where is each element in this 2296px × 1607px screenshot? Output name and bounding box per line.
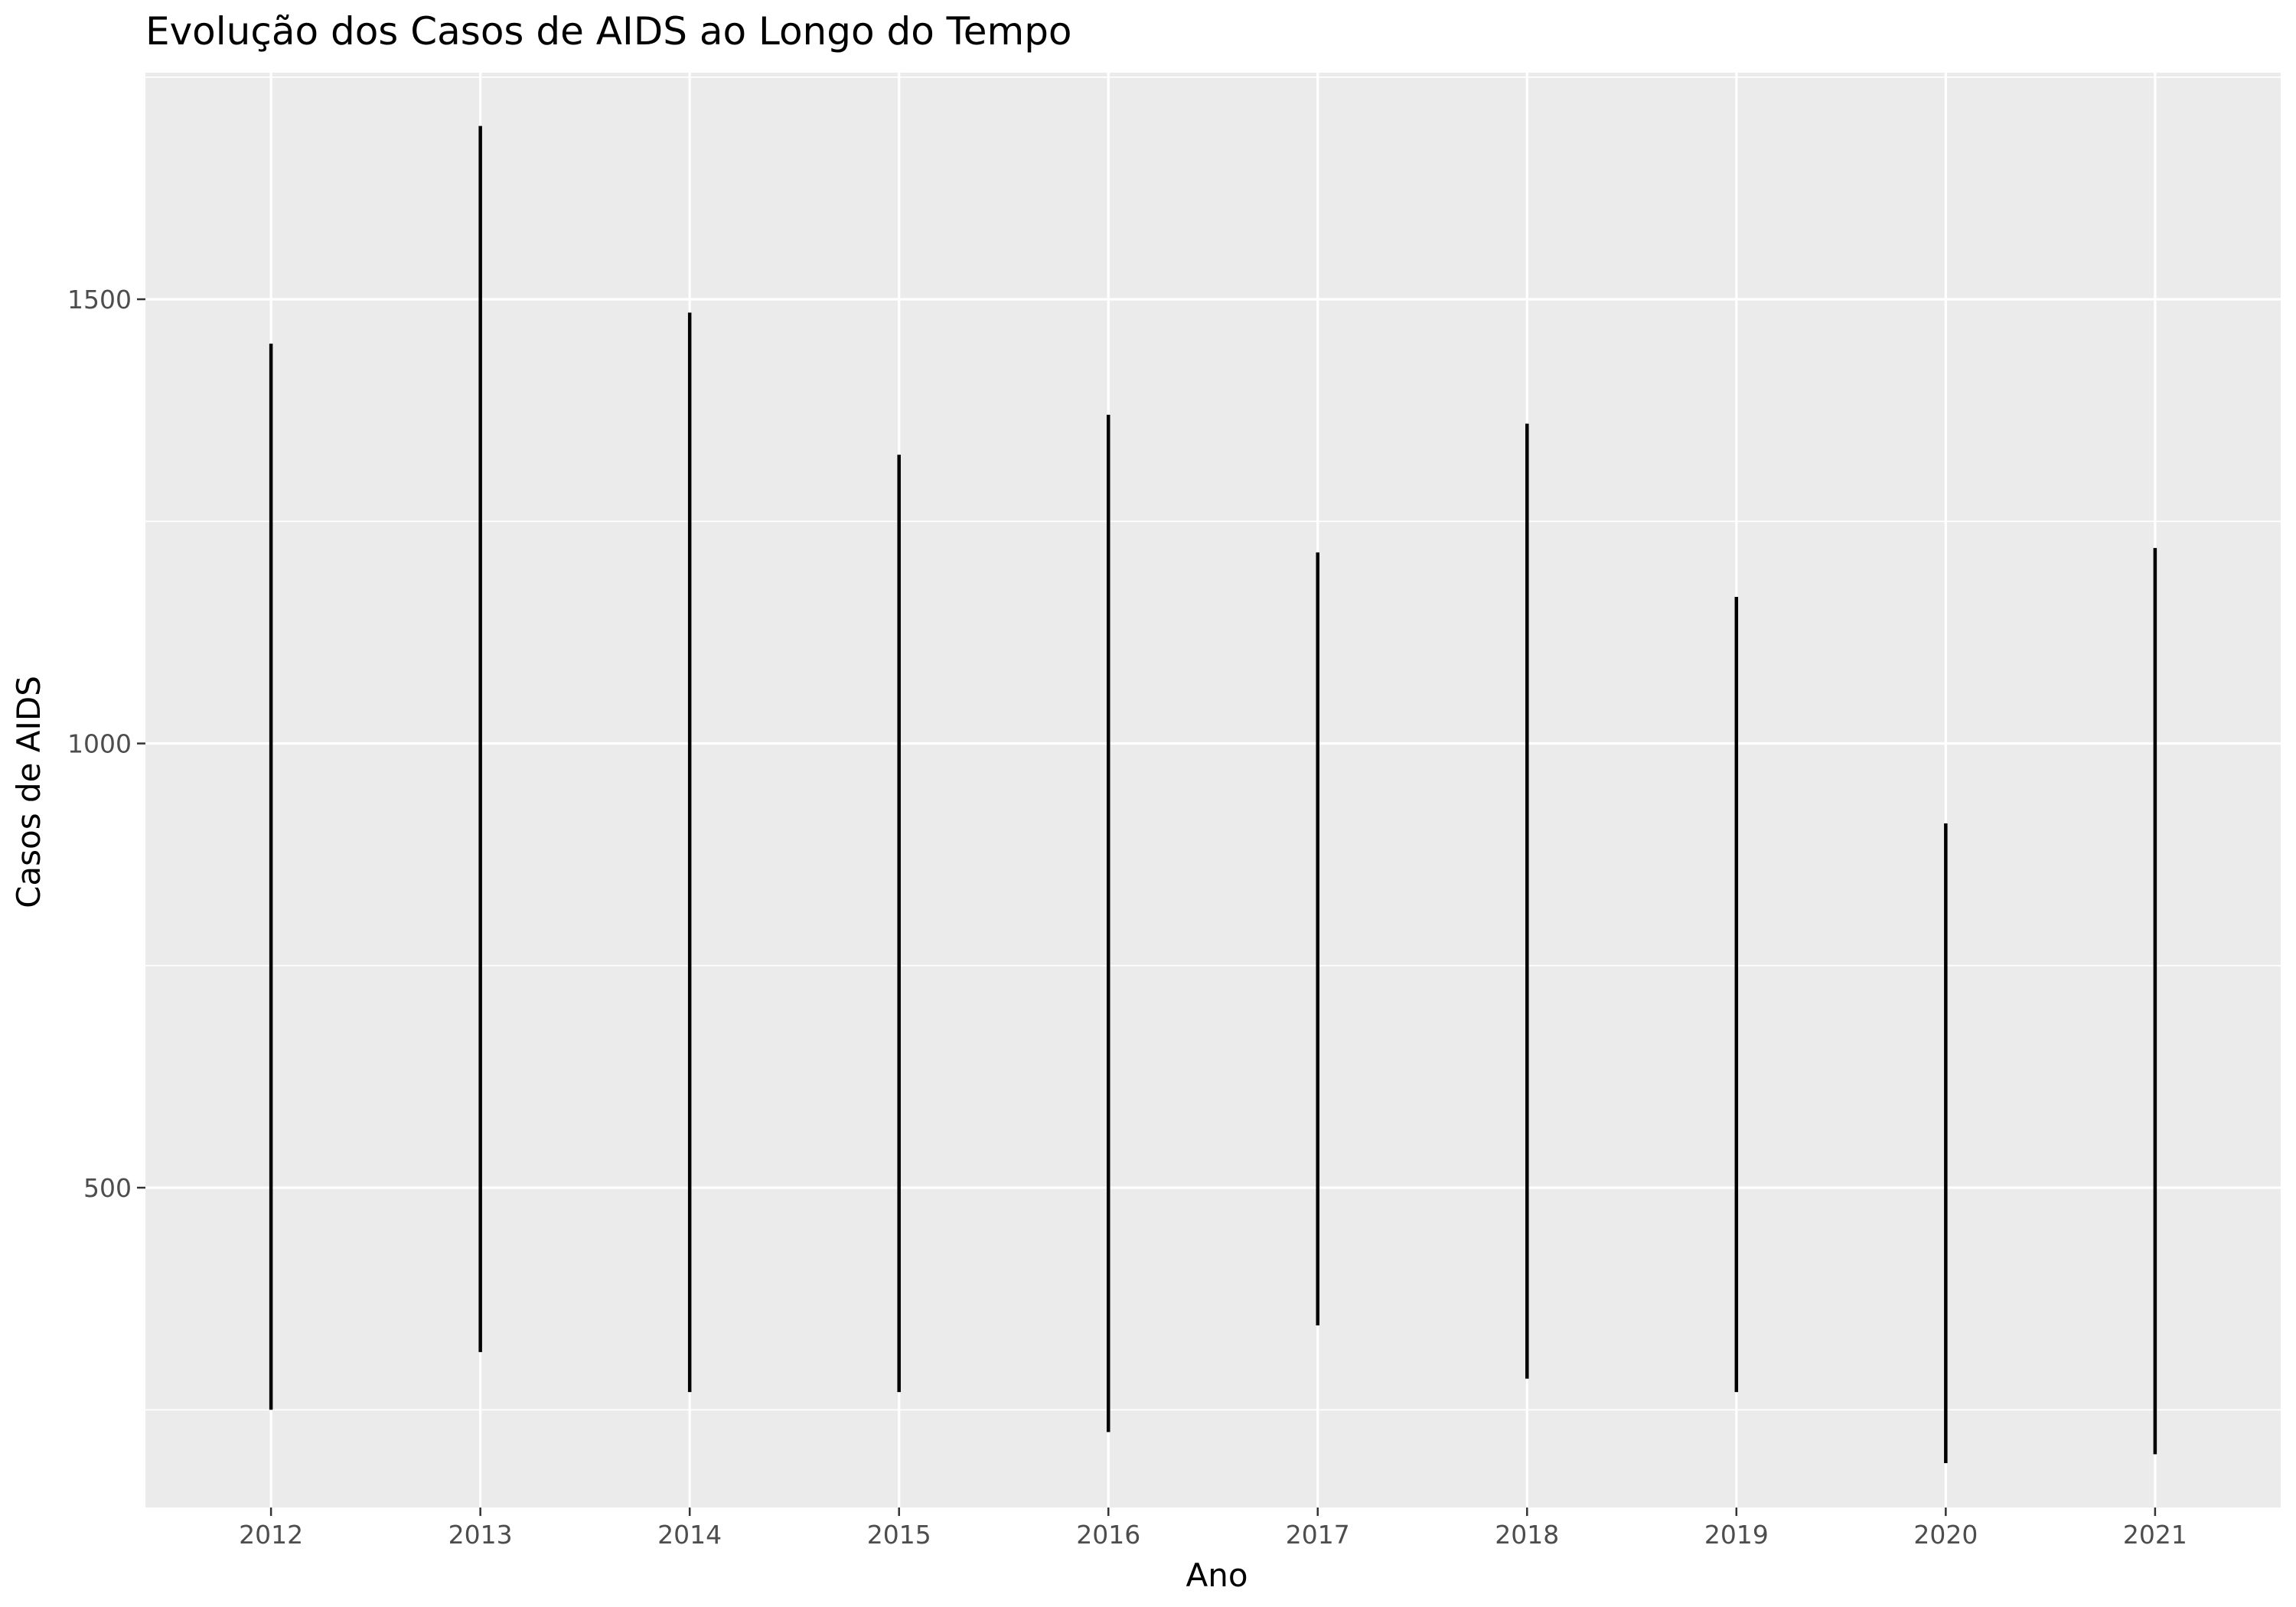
y-axis: 500 1000 1500 xyxy=(67,285,145,1203)
x-tick-label: 2020 xyxy=(1913,1520,1978,1550)
plot-panel xyxy=(145,73,2281,1508)
y-tick-label: 1000 xyxy=(67,729,132,759)
x-tick-label: 2021 xyxy=(2123,1520,2187,1550)
x-tick-label: 2014 xyxy=(657,1520,722,1550)
x-axis-title: Ano xyxy=(1186,1556,1247,1594)
x-tick-label: 2018 xyxy=(1495,1520,1559,1550)
x-tick-label: 2012 xyxy=(239,1520,303,1550)
data-marks xyxy=(269,125,2157,1463)
x-tick-label: 2015 xyxy=(867,1520,931,1550)
x-axis: 2012 2013 2014 2015 2016 2017 2018 2019 2020 2021 xyxy=(239,1508,2187,1550)
grid-minor xyxy=(145,77,2281,1411)
y-tick-label: 500 xyxy=(83,1173,132,1203)
x-tick-label: 2019 xyxy=(1704,1520,1769,1550)
chart-title: Evolução dos Casos de AIDS ao Longo do T… xyxy=(145,9,1072,54)
y-axis-title: Casos de AIDS xyxy=(10,676,47,908)
y-tick-label: 1500 xyxy=(67,285,132,315)
x-tick-label: 2013 xyxy=(448,1520,513,1550)
x-tick-label: 2016 xyxy=(1076,1520,1140,1550)
x-tick-label: 2017 xyxy=(1286,1520,1350,1550)
